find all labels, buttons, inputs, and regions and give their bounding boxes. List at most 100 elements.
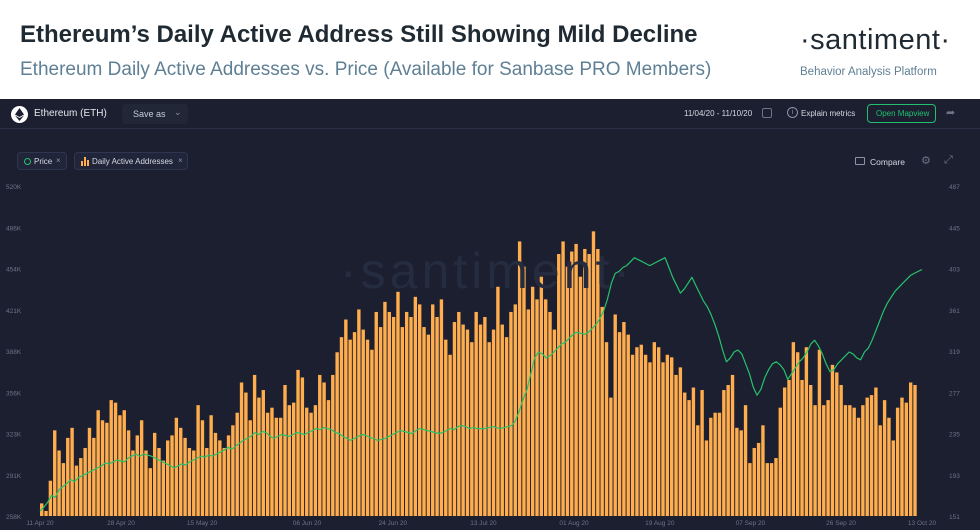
bar-daily-active-addresses (113, 402, 118, 516)
bar-daily-active-addresses (57, 450, 61, 516)
x-tick-label: 07 Sep 20 (736, 520, 766, 527)
bar-daily-active-addresses (826, 400, 830, 516)
bar-daily-active-addresses (600, 306, 604, 516)
bar-daily-active-addresses (865, 397, 869, 516)
y-left-tick-label: 323K (6, 432, 22, 439)
chart-toolbar: Ethereum (ETH) Save as ⌄ 11/04/20 - 11/1… (0, 99, 980, 129)
bar-daily-active-addresses (544, 299, 548, 516)
bar-daily-active-addresses (74, 465, 79, 516)
bar-daily-active-addresses (700, 390, 704, 516)
bar-daily-active-addresses (648, 362, 652, 516)
bar-daily-active-addresses (574, 243, 578, 516)
bar-daily-active-addresses (413, 296, 418, 516)
bar-daily-active-addresses (444, 339, 448, 516)
x-tick-label: 11 Apr 20 (26, 520, 54, 527)
explain-metrics-button[interactable]: Explain metrics (801, 109, 856, 118)
save-as-button[interactable]: Save as ⌄ (122, 104, 188, 124)
bar-daily-active-addresses (778, 407, 783, 516)
asset-name[interactable]: Ethereum (ETH) (34, 108, 107, 119)
bar-daily-active-addresses (374, 311, 378, 516)
bar-daily-active-addresses (752, 447, 756, 516)
bar-daily-active-addresses (391, 316, 396, 516)
bar-daily-active-addresses (530, 286, 535, 516)
bar-daily-active-addresses (292, 402, 296, 516)
bar-daily-active-addresses (535, 299, 539, 516)
bar-daily-active-addresses (305, 407, 309, 516)
bar-daily-active-addresses (465, 329, 470, 516)
metric-chip-daily-active-addresses[interactable]: Daily Active Addresses × (74, 152, 188, 170)
x-tick-label: 15 May 20 (187, 520, 218, 527)
y-right-tick-label: 487 (949, 184, 960, 191)
y-right-tick-label: 361 (949, 308, 960, 315)
bar-daily-active-addresses (604, 342, 609, 516)
bar-daily-active-addresses (822, 405, 826, 516)
chart-panel: 520K 486K 454K 421K 388K 356K 323K 291K 258K 487 4… (0, 99, 980, 530)
compare-icon (855, 157, 865, 165)
x-tick-label: 24 Jun 20 (379, 520, 408, 527)
bar-daily-active-addresses (196, 405, 200, 516)
bar-daily-active-addresses (687, 400, 691, 516)
bar-daily-active-addresses (139, 420, 144, 516)
bar-daily-active-addresses (252, 374, 257, 516)
bar-daily-active-addresses (396, 291, 400, 516)
bar-daily-active-addresses (756, 442, 761, 516)
chevron-down-icon: ⌄ (174, 107, 182, 117)
bar-daily-active-addresses (730, 374, 735, 516)
close-icon[interactable]: × (56, 156, 61, 165)
watermark: ·santiment· (340, 243, 635, 299)
bar-daily-active-addresses (526, 309, 531, 516)
bar-daily-active-addresses (231, 425, 235, 516)
ethereum-icon (11, 106, 28, 123)
gear-icon[interactable]: ⚙ (921, 155, 931, 167)
bar-daily-active-addresses (126, 430, 131, 516)
bar-daily-active-addresses (200, 420, 205, 516)
expand-icon[interactable]: ⤢ (944, 154, 953, 166)
bar-daily-active-addresses (761, 425, 765, 516)
close-icon[interactable]: × (178, 156, 183, 165)
compare-button[interactable]: Compare (870, 157, 905, 167)
bar-daily-active-addresses (61, 463, 66, 516)
bar-daily-active-addresses (378, 327, 383, 516)
bar-daily-active-addresses (218, 440, 222, 516)
bar-daily-active-addresses (192, 450, 196, 516)
bar-daily-active-addresses (135, 435, 139, 516)
bar-daily-active-addresses (882, 400, 887, 516)
bar-daily-active-addresses (222, 447, 226, 516)
bar-daily-active-addresses (283, 385, 287, 516)
bar-daily-active-addresses (630, 354, 635, 516)
bar-daily-active-addresses (244, 392, 248, 516)
bar-daily-active-addresses (96, 410, 100, 516)
bar-daily-active-addresses (869, 395, 874, 516)
bar-daily-active-addresses (809, 385, 813, 516)
metric-chip-price[interactable]: Price × (17, 152, 67, 170)
bar-daily-active-addresses (435, 316, 439, 516)
bar-daily-active-addresses (709, 417, 713, 516)
bar-daily-active-addresses (856, 417, 861, 516)
bar-daily-active-addresses (683, 392, 687, 516)
bar-daily-active-addresses (452, 322, 457, 516)
bar-daily-active-addresses (370, 349, 374, 516)
date-range[interactable]: 11/04/20 - 11/10/20 (684, 109, 753, 118)
open-mapview-button[interactable]: Open Mapview (867, 104, 936, 123)
bar-daily-active-addresses (513, 304, 517, 516)
bar-daily-active-addresses (900, 397, 904, 516)
bar-daily-active-addresses (643, 354, 648, 516)
bar-daily-active-addresses (248, 420, 252, 516)
bar-daily-active-addresses (539, 276, 544, 516)
bar-daily-active-addresses (344, 319, 348, 516)
bar-daily-active-addresses (274, 417, 279, 516)
y-right-tick-label: 403 (949, 267, 960, 274)
bar-daily-active-addresses (400, 327, 405, 516)
y-left-tick-label: 421K (6, 308, 22, 315)
bar-daily-active-addresses (491, 329, 496, 516)
share-icon[interactable]: ➦ (946, 107, 956, 119)
y-left-tick-label: 520K (6, 184, 22, 191)
bar-daily-active-addresses (239, 382, 244, 516)
bar-daily-active-addresses (843, 405, 848, 516)
bar-daily-active-addresses (431, 304, 435, 516)
y-left-tick-label: 356K (6, 390, 22, 397)
bar-daily-active-addresses (800, 379, 804, 516)
bar-chart-icon (81, 157, 89, 166)
calendar-icon[interactable] (762, 108, 772, 118)
bar-daily-active-addresses (656, 347, 661, 516)
